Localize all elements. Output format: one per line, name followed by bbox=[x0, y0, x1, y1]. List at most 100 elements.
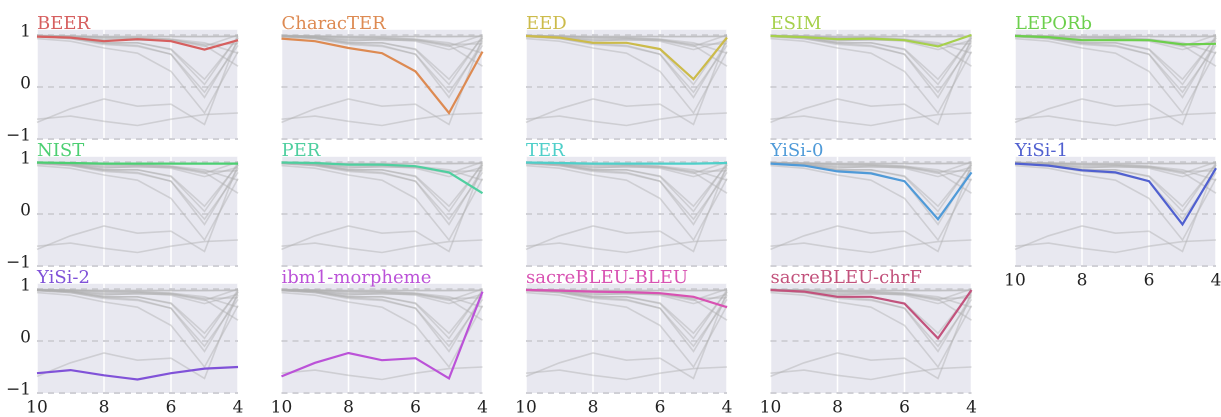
context-line bbox=[281, 291, 484, 369]
panel-background bbox=[37, 283, 238, 393]
y-tick-label: 0 bbox=[20, 201, 31, 221]
context-line bbox=[525, 289, 728, 353]
context-line bbox=[525, 34, 727, 38]
context-line bbox=[281, 288, 483, 321]
panel-title: ibm1-morpheme bbox=[282, 267, 432, 288]
panel-background bbox=[1015, 156, 1216, 266]
x-tick-label: 10 bbox=[515, 398, 537, 417]
panel-title: NIST bbox=[37, 140, 84, 161]
panel-background bbox=[526, 29, 727, 139]
context-line bbox=[525, 291, 728, 380]
context-line bbox=[770, 161, 972, 165]
x-tick-label: 8 bbox=[1077, 271, 1088, 291]
x-tick-label: 4 bbox=[1211, 271, 1221, 291]
panel-title: BEER bbox=[37, 13, 91, 34]
context-line bbox=[770, 291, 973, 369]
panel-background bbox=[281, 156, 483, 266]
context-line bbox=[525, 289, 728, 348]
context-line bbox=[1014, 161, 1217, 194]
series-line bbox=[36, 365, 239, 381]
context-line bbox=[1014, 112, 1217, 127]
panel-background bbox=[526, 156, 727, 266]
x-tick-label: 10 bbox=[26, 398, 48, 417]
context-line bbox=[770, 37, 973, 115]
panel-title: ESIM bbox=[771, 13, 822, 34]
x-tick-label: 8 bbox=[588, 398, 599, 417]
context-line bbox=[36, 289, 239, 300]
series-line bbox=[281, 161, 484, 195]
context-line bbox=[281, 289, 484, 340]
context-line bbox=[1014, 161, 1217, 175]
context-line bbox=[1014, 164, 1217, 253]
context-line bbox=[281, 162, 484, 221]
y-tick-label: −1 bbox=[6, 126, 31, 146]
context-line bbox=[36, 34, 239, 38]
context-line bbox=[36, 164, 239, 242]
context-line bbox=[281, 164, 484, 242]
context-line bbox=[770, 112, 972, 127]
context-line bbox=[36, 288, 238, 292]
context-line bbox=[281, 35, 483, 51]
panel-background bbox=[770, 29, 972, 139]
series-line bbox=[281, 291, 484, 381]
context-line bbox=[281, 35, 484, 81]
context-line bbox=[281, 366, 483, 381]
panel-title: CharacTER bbox=[282, 13, 387, 34]
series-line bbox=[770, 33, 972, 48]
context-line bbox=[281, 35, 483, 54]
series-line bbox=[36, 161, 238, 165]
context-line bbox=[1014, 37, 1217, 126]
x-tick-label: 8 bbox=[343, 398, 354, 417]
y-tick-label: 1 bbox=[20, 149, 31, 169]
context-line bbox=[525, 162, 728, 226]
context-line bbox=[525, 162, 728, 221]
context-line bbox=[36, 289, 239, 348]
context-line bbox=[525, 37, 728, 126]
context-line bbox=[770, 35, 973, 94]
context-line bbox=[281, 289, 483, 300]
context-line bbox=[281, 289, 483, 305]
context-line bbox=[525, 34, 728, 38]
context-line bbox=[36, 162, 239, 178]
context-line bbox=[281, 289, 483, 308]
context-line bbox=[36, 288, 239, 321]
context-line bbox=[36, 162, 239, 213]
x-tick-label: 6 bbox=[166, 398, 177, 417]
context-line bbox=[36, 289, 239, 335]
x-tick-label: 4 bbox=[233, 398, 244, 417]
y-tick-label: −1 bbox=[6, 380, 31, 400]
context-line bbox=[36, 291, 239, 380]
context-line bbox=[770, 37, 973, 126]
context-line bbox=[281, 289, 484, 348]
panel-title: TER bbox=[526, 140, 565, 161]
context-line bbox=[770, 161, 972, 194]
context-line bbox=[281, 37, 484, 126]
context-line bbox=[1014, 164, 1217, 242]
context-line bbox=[36, 34, 238, 38]
context-line bbox=[1014, 35, 1217, 94]
panel-title: PER bbox=[282, 140, 321, 161]
context-line bbox=[36, 289, 239, 353]
series-line bbox=[525, 34, 728, 81]
panel-title: YiSi-0 bbox=[770, 140, 824, 161]
context-line bbox=[770, 164, 973, 253]
y-tick-label: 1 bbox=[20, 276, 31, 296]
context-line bbox=[525, 366, 728, 381]
context-line bbox=[1014, 37, 1217, 115]
context-line bbox=[525, 37, 728, 115]
context-line bbox=[770, 164, 973, 242]
context-line bbox=[281, 35, 484, 86]
x-tick-label: 6 bbox=[899, 398, 910, 417]
context-line bbox=[281, 162, 484, 226]
series-line bbox=[281, 37, 484, 115]
x-tick-label: 4 bbox=[722, 398, 733, 417]
panel-background bbox=[770, 156, 972, 266]
x-tick-label: 10 bbox=[1004, 271, 1026, 291]
context-line bbox=[281, 35, 484, 99]
series-line bbox=[1014, 34, 1217, 46]
y-tick-label: 0 bbox=[20, 74, 31, 94]
panel-background bbox=[281, 283, 483, 393]
context-line bbox=[770, 288, 972, 292]
context-line bbox=[1014, 239, 1217, 254]
